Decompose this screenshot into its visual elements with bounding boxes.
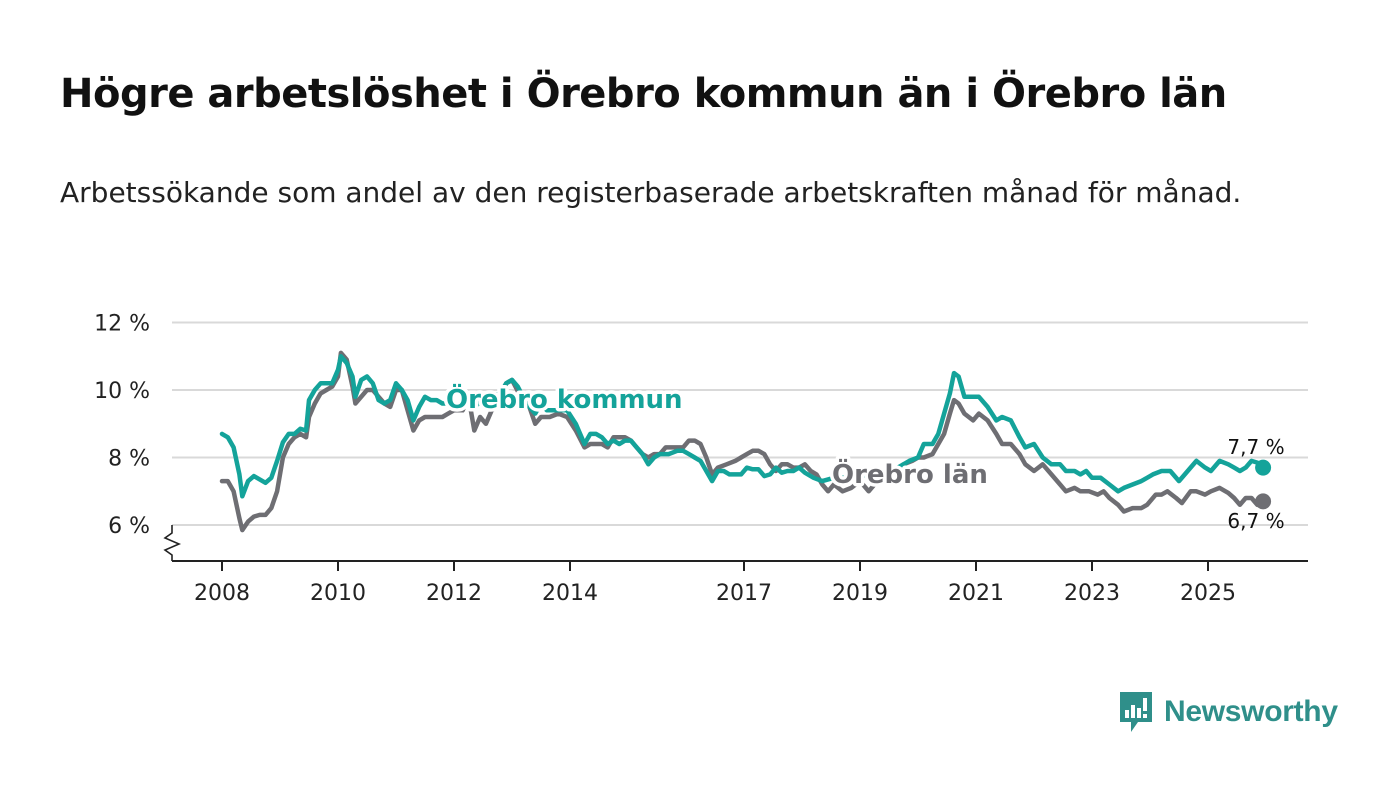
x-tick-label: 2023 (1064, 581, 1120, 606)
end-point-lan (1255, 493, 1272, 510)
newsworthy-brand: Newsworthy (1118, 690, 1338, 734)
x-tick-label: 2012 (426, 581, 482, 606)
x-tick-label: 2017 (716, 581, 772, 606)
y-tick-label: 10 % (94, 379, 150, 404)
series-label-kommun: Örebro kommun (446, 382, 683, 415)
end-point-kommun (1255, 459, 1272, 476)
series-lines (219, 350, 1272, 533)
x-tick-label: 2019 (832, 581, 888, 606)
x-tick-label: 2010 (310, 581, 366, 606)
axis-break-icon (163, 525, 182, 561)
x-tick-label: 2025 (1180, 581, 1236, 606)
axes: 6 % 8 % 10 % 12 % 2008 2010 2012 2014 2017 2019 20… (94, 312, 1308, 606)
brand-name: Newsworthy (1164, 695, 1338, 728)
y-tick-label: 8 % (108, 447, 150, 472)
series-label-lan: Örebro län (832, 457, 988, 490)
series-label-halo-lan: Örebro län (832, 457, 988, 490)
x-tick-label: 2021 (948, 581, 1004, 606)
y-tick-label: 12 % (94, 312, 150, 337)
series-line-lan (219, 350, 1266, 533)
end-value-label-lan: 6,7 % (1227, 509, 1284, 533)
series-line-kommun (219, 354, 1266, 499)
gridlines (172, 321, 1308, 526)
chart-subtitle: Arbetssökande som andel av den registerb… (60, 176, 1242, 209)
x-tick-label: 2014 (542, 581, 598, 606)
chart-title: Högre arbetslöshet i Örebro kommun än i … (60, 71, 1227, 117)
end-value-label-kommun: 7,7 % (1227, 435, 1284, 459)
series-label-halo-kommun: Örebro kommun (446, 382, 683, 415)
y-tick-label: 6 % (108, 514, 150, 539)
x-tick-label: 2008 (194, 581, 250, 606)
newsworthy-logo-icon (1120, 692, 1152, 732)
